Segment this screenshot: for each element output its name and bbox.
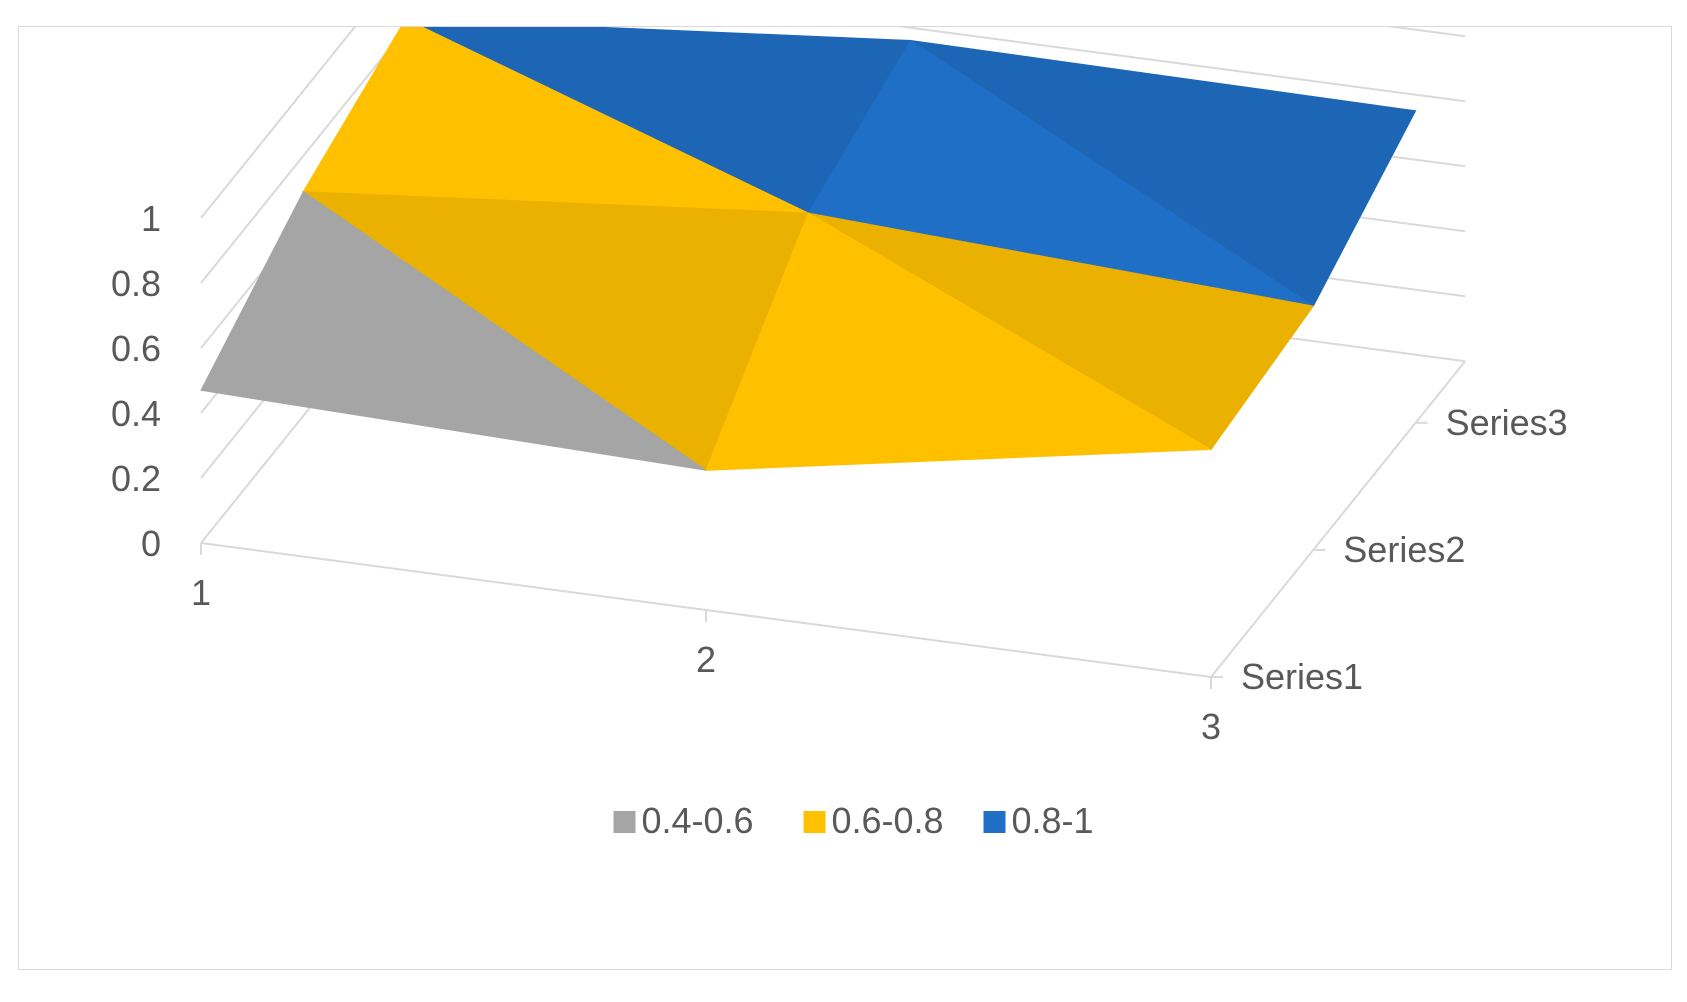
gridline	[200, 27, 1466, 219]
legend-swatch	[613, 811, 636, 833]
surface-plot	[200, 27, 1417, 472]
legend-label: 0.6-0.8	[832, 800, 944, 841]
z-tick-label: 0.4	[111, 393, 161, 434]
legend-label: 0.8-1	[1012, 800, 1094, 841]
legend-item: 0.6-0.8	[803, 800, 944, 841]
series-tick-label: Series2	[1343, 529, 1465, 570]
legend: 0.4-0.6 0.6-0.8 0.8-1	[613, 800, 1094, 841]
z-tick-label: 0	[141, 523, 161, 564]
series-tick-label: Series1	[1241, 656, 1363, 697]
x-tick-label: 1	[191, 572, 211, 613]
gridline	[200, 27, 1466, 284]
legend-swatch	[803, 811, 826, 833]
z-tick-label: 0.6	[111, 328, 161, 369]
surface-facet	[705, 212, 1213, 471]
legend-swatch	[983, 811, 1006, 833]
chart-frame: 0 0.2 0.4 0.6 0.8 1 1 2 3 Series1 Series2 Series3 0…	[18, 26, 1672, 970]
z-tick-label: 1	[141, 198, 161, 239]
legend-label: 0.4-0.6	[642, 800, 754, 841]
legend-item: 0.8-1	[983, 800, 1094, 841]
x-tick-label: 2	[696, 639, 716, 680]
z-tick-label: 0.2	[111, 458, 161, 499]
z-tick-label: 0.8	[111, 263, 161, 304]
chart-axes: 0 0.2 0.4 0.6 0.8 1 1 2 3 Series1 Series2 Series3	[111, 198, 1568, 747]
x-tick-label: 3	[1201, 706, 1221, 747]
series-tick-label: Series3	[1446, 402, 1568, 443]
legend-item: 0.4-0.6	[613, 800, 754, 841]
surface-chart: 0 0.2 0.4 0.6 0.8 1 1 2 3 Series1 Series2 Series3 0…	[111, 27, 1568, 841]
surface-facet	[200, 190, 707, 471]
